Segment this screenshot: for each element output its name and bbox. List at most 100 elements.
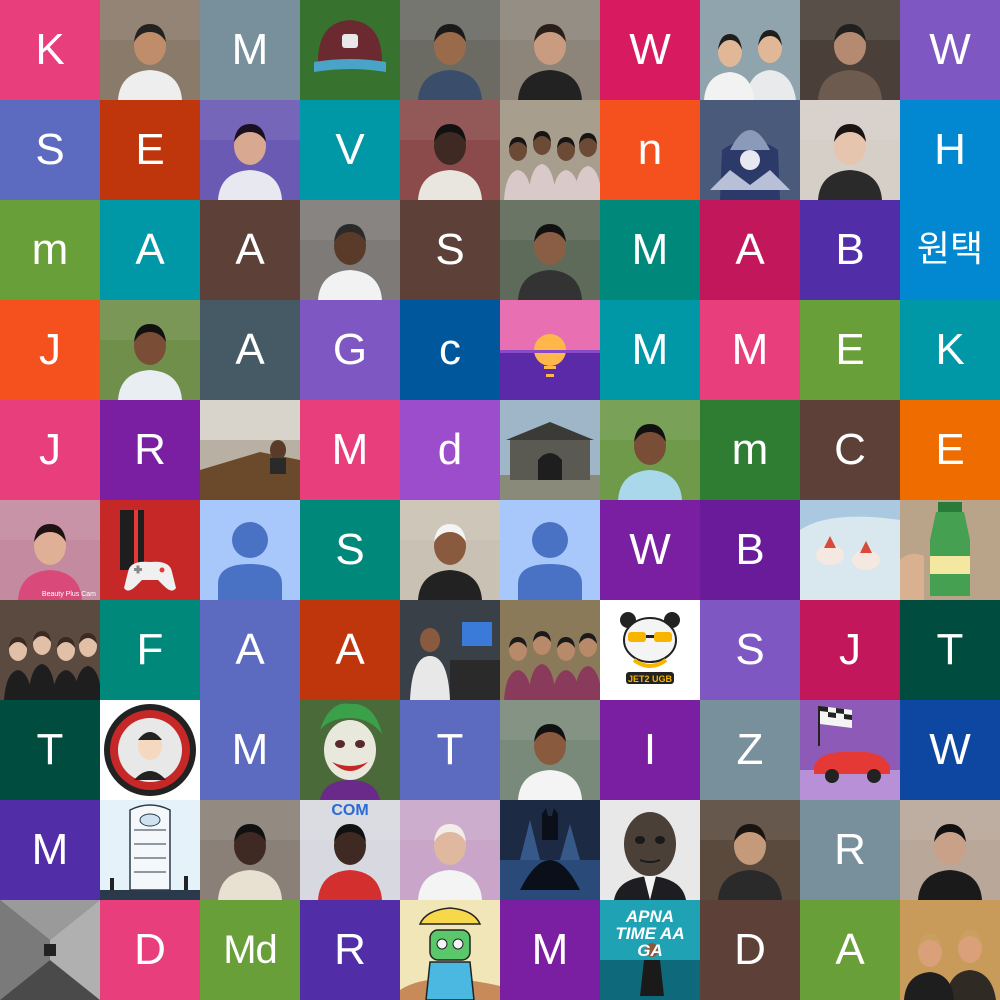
- letter-avatar-tile: S: [400, 200, 500, 300]
- person-photo: COM: [300, 800, 400, 900]
- person-photo: [500, 0, 600, 100]
- avatar-initial: D: [734, 925, 766, 974]
- group-photo: [500, 100, 600, 200]
- avatar-initial: C: [834, 425, 866, 474]
- person-photo: [100, 300, 200, 400]
- avatar-initial: M: [231, 25, 269, 74]
- letter-avatar-tile: J: [0, 400, 100, 500]
- letter-avatar-tile: K: [900, 300, 1000, 400]
- letter-avatar-tile: F: [100, 600, 200, 700]
- avatar-initial: I: [643, 725, 657, 774]
- avatar-initial: M: [631, 225, 669, 274]
- avatar-initial: M: [631, 325, 669, 374]
- letter-avatar-tile: T: [900, 600, 1000, 700]
- letter-avatar-tile: J: [0, 300, 100, 400]
- letter-avatar-tile: d: [400, 400, 500, 500]
- person-photo: [700, 800, 800, 900]
- person-photo: [400, 0, 500, 100]
- photo-green-bottle: [900, 500, 1000, 600]
- person-photo: [200, 100, 300, 200]
- letter-avatar-tile: S: [700, 600, 800, 700]
- photo-sunset-illustration: [500, 300, 600, 400]
- letter-avatar-tile: H: [900, 100, 1000, 200]
- avatar-initial: R: [334, 925, 366, 974]
- letter-avatar-tile: M: [0, 800, 100, 900]
- letter-avatar-tile: V: [300, 100, 400, 200]
- avatar-initial: A: [235, 625, 265, 674]
- avatar-initial: M: [731, 325, 769, 374]
- letter-avatar-tile: W: [900, 700, 1000, 800]
- photo-samurai-armor: [700, 100, 800, 200]
- letter-avatar-tile: W: [600, 500, 700, 600]
- person-photo: [400, 800, 500, 900]
- letter-avatar-tile: E: [800, 300, 900, 400]
- avatar-initial: W: [629, 525, 671, 574]
- avatar-initial: T: [436, 725, 464, 774]
- letter-avatar-tile: Md: [200, 900, 300, 1000]
- avatar-initial: A: [235, 325, 265, 374]
- avatar-initial: A: [835, 925, 865, 974]
- photo-woman-hijab: [400, 800, 500, 900]
- letter-avatar-tile: E: [100, 100, 200, 200]
- avatar-initial: B: [835, 225, 865, 274]
- avatar-initial: d: [437, 425, 463, 474]
- letter-avatar-tile: E: [900, 400, 1000, 500]
- letter-avatar-tile: G: [300, 300, 400, 400]
- avatar-initial: n: [637, 125, 663, 174]
- person-photo: [800, 0, 900, 100]
- photo-man-red-shirt: COM: [300, 800, 400, 900]
- letter-avatar-tile: W: [600, 0, 700, 100]
- avatar-initial: S: [435, 225, 465, 274]
- photo-computer-desk: [400, 600, 500, 700]
- avatar-initial: W: [929, 725, 971, 774]
- avatar-initial: K: [35, 25, 65, 74]
- letter-avatar-tile: K: [0, 0, 100, 100]
- avatar-initial: M: [531, 925, 569, 974]
- avatar-initial: m: [31, 225, 69, 274]
- couple-photo: [900, 900, 1000, 1000]
- letter-avatar-tile: T: [400, 700, 500, 800]
- avatar-initial: G: [332, 325, 368, 374]
- armor-photo: [700, 100, 800, 200]
- photo-two-women-smiling: [900, 900, 1000, 1000]
- letter-avatar-tile: n: [600, 100, 700, 200]
- avatar-initial: A: [135, 225, 165, 274]
- poster-photo: APNA TIME AA GA: [600, 900, 700, 1000]
- avatar-initial: A: [235, 225, 265, 274]
- badge-photo: [100, 700, 200, 800]
- photo-boy-purple-light: [200, 100, 300, 200]
- letter-avatar-tile: C: [800, 400, 900, 500]
- person-photo: [800, 100, 900, 200]
- photo-desserts: [800, 500, 900, 600]
- photo-race-car-flag: [800, 700, 900, 800]
- letter-avatar-tile: m: [700, 400, 800, 500]
- letter-avatar-tile: R: [800, 800, 900, 900]
- couple-photo: [700, 0, 800, 100]
- photo-man-black-jacket: [900, 800, 1000, 900]
- photo-group-men: [500, 100, 600, 200]
- photo-family-outdoors: [500, 600, 600, 700]
- group-photo: [0, 600, 100, 700]
- sunset-photo: [500, 300, 600, 400]
- letter-avatar-tile: A: [200, 200, 300, 300]
- photo-man-waterfall: [500, 200, 600, 300]
- person-photo: [500, 200, 600, 300]
- default-avatar-1: [200, 500, 300, 600]
- group-photo: [500, 600, 600, 700]
- person-photo: [100, 0, 200, 100]
- letter-avatar-tile: A: [200, 600, 300, 700]
- photo-zombie-face: [600, 800, 700, 900]
- hero-photo: [500, 800, 600, 900]
- photo-couple-lake: [700, 0, 800, 100]
- default-avatar-icon: [500, 500, 600, 600]
- photo-man-white-shirt: [500, 700, 600, 800]
- avatar-initial: J: [39, 325, 61, 374]
- robot-photo: [400, 900, 500, 1000]
- avatar-initial: F: [136, 625, 164, 674]
- photo-sketch-building: [100, 800, 200, 900]
- photo-metal-tunnel: [0, 900, 100, 1000]
- photo-tattooed-man: [800, 0, 900, 100]
- letter-avatar-tile: D: [700, 900, 800, 1000]
- letter-avatar-tile: M: [300, 400, 400, 500]
- avatar-initial: A: [735, 225, 765, 274]
